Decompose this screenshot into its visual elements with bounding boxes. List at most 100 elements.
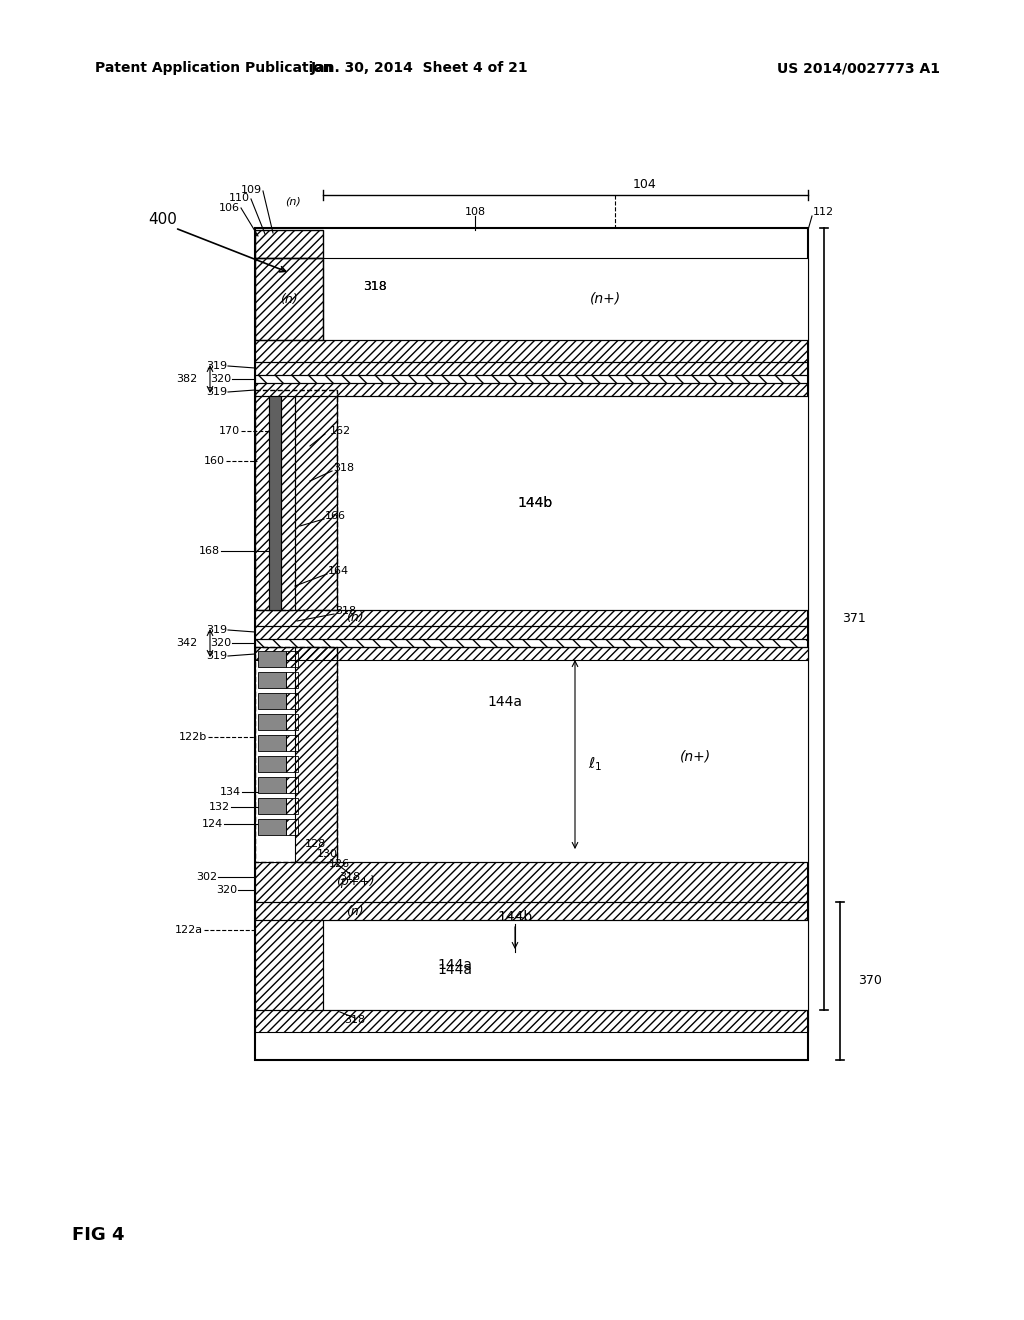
Text: 319: 319 — [206, 360, 227, 371]
Text: 319: 319 — [206, 624, 227, 635]
Text: 144b: 144b — [517, 496, 553, 510]
Text: 106: 106 — [219, 203, 240, 213]
Bar — [286, 735, 298, 751]
Text: 132: 132 — [209, 803, 230, 812]
Bar — [255, 902, 808, 920]
Text: 320: 320 — [216, 884, 237, 895]
Bar — [255, 626, 808, 639]
Text: 318: 318 — [364, 280, 387, 293]
Text: 318: 318 — [335, 606, 356, 616]
Bar — [258, 756, 286, 772]
Bar — [255, 362, 808, 375]
Bar — [255, 383, 808, 396]
Bar — [255, 257, 323, 341]
Text: 371: 371 — [842, 612, 865, 626]
Text: 144a: 144a — [437, 964, 472, 977]
Text: Jan. 30, 2014  Sheet 4 of 21: Jan. 30, 2014 Sheet 4 of 21 — [311, 61, 528, 75]
Text: FIG 4: FIG 4 — [72, 1226, 125, 1243]
Bar — [323, 920, 808, 1010]
Text: 320: 320 — [210, 638, 231, 648]
Bar — [255, 389, 337, 610]
Text: $\ell_1$: $\ell_1$ — [588, 755, 602, 772]
Text: 319: 319 — [206, 387, 227, 397]
Text: 164: 164 — [328, 566, 349, 576]
Bar — [258, 672, 286, 688]
Bar — [323, 257, 808, 341]
Bar — [286, 651, 298, 667]
Bar — [295, 396, 337, 610]
Text: 126: 126 — [329, 859, 350, 869]
Bar — [255, 639, 808, 647]
Bar — [255, 396, 269, 610]
Text: 160: 160 — [204, 455, 225, 466]
Text: 144a: 144a — [437, 958, 472, 972]
Text: 144b: 144b — [498, 909, 532, 924]
Bar — [255, 920, 323, 1010]
Bar — [255, 375, 808, 383]
Bar — [337, 647, 808, 862]
Text: 318: 318 — [333, 463, 354, 473]
Bar — [281, 396, 295, 610]
Bar — [255, 610, 808, 626]
Bar — [258, 693, 286, 709]
Bar — [286, 799, 298, 814]
Text: 124: 124 — [202, 818, 223, 829]
Bar — [337, 396, 808, 610]
Text: 144b: 144b — [517, 496, 553, 510]
Text: 110: 110 — [229, 193, 250, 203]
Bar — [286, 818, 298, 836]
Bar — [258, 735, 286, 751]
Bar — [255, 341, 808, 362]
Text: 166: 166 — [325, 511, 346, 521]
Bar — [269, 396, 281, 610]
Text: 130: 130 — [317, 849, 338, 859]
Bar — [258, 777, 286, 793]
Bar — [286, 693, 298, 709]
Bar — [255, 647, 808, 660]
Bar — [295, 647, 337, 862]
Text: (n+): (n+) — [680, 750, 711, 764]
Text: 318: 318 — [339, 873, 360, 882]
Bar — [286, 756, 298, 772]
Text: US 2014/0027773 A1: US 2014/0027773 A1 — [777, 61, 940, 75]
Text: 170: 170 — [219, 426, 240, 436]
Text: 162: 162 — [330, 426, 351, 436]
Bar — [255, 228, 808, 1060]
Text: 319: 319 — [206, 651, 227, 661]
Text: 318: 318 — [344, 1015, 366, 1026]
Bar — [255, 1010, 808, 1032]
Text: 302: 302 — [196, 873, 217, 882]
Text: 370: 370 — [858, 974, 882, 987]
Bar — [286, 777, 298, 793]
Text: 318: 318 — [364, 280, 387, 293]
Text: 128: 128 — [305, 840, 327, 849]
Text: 342: 342 — [176, 638, 197, 648]
Bar — [255, 862, 808, 902]
Bar — [255, 230, 323, 257]
Bar — [258, 714, 286, 730]
Text: 382: 382 — [176, 374, 197, 384]
Bar — [255, 647, 337, 862]
Text: 144a: 144a — [487, 696, 522, 709]
Text: (n): (n) — [281, 293, 298, 305]
Bar — [258, 651, 286, 667]
Text: 104: 104 — [633, 178, 656, 191]
Text: 109: 109 — [241, 185, 262, 195]
Text: 134: 134 — [220, 787, 241, 797]
Text: 168: 168 — [199, 546, 220, 556]
Bar — [258, 818, 286, 836]
Text: 112: 112 — [813, 207, 835, 216]
Bar — [286, 714, 298, 730]
Text: 320: 320 — [210, 374, 231, 384]
Text: (n): (n) — [346, 904, 364, 917]
Text: 400: 400 — [148, 213, 177, 227]
Bar — [286, 672, 298, 688]
Text: (n): (n) — [285, 197, 301, 207]
Text: (p++): (p++) — [336, 875, 375, 888]
Text: 108: 108 — [465, 207, 485, 216]
Text: Patent Application Publication: Patent Application Publication — [95, 61, 333, 75]
Bar — [258, 799, 286, 814]
Text: (n+): (n+) — [590, 292, 621, 306]
Text: 122b: 122b — [179, 733, 207, 742]
Text: (n): (n) — [346, 611, 364, 624]
